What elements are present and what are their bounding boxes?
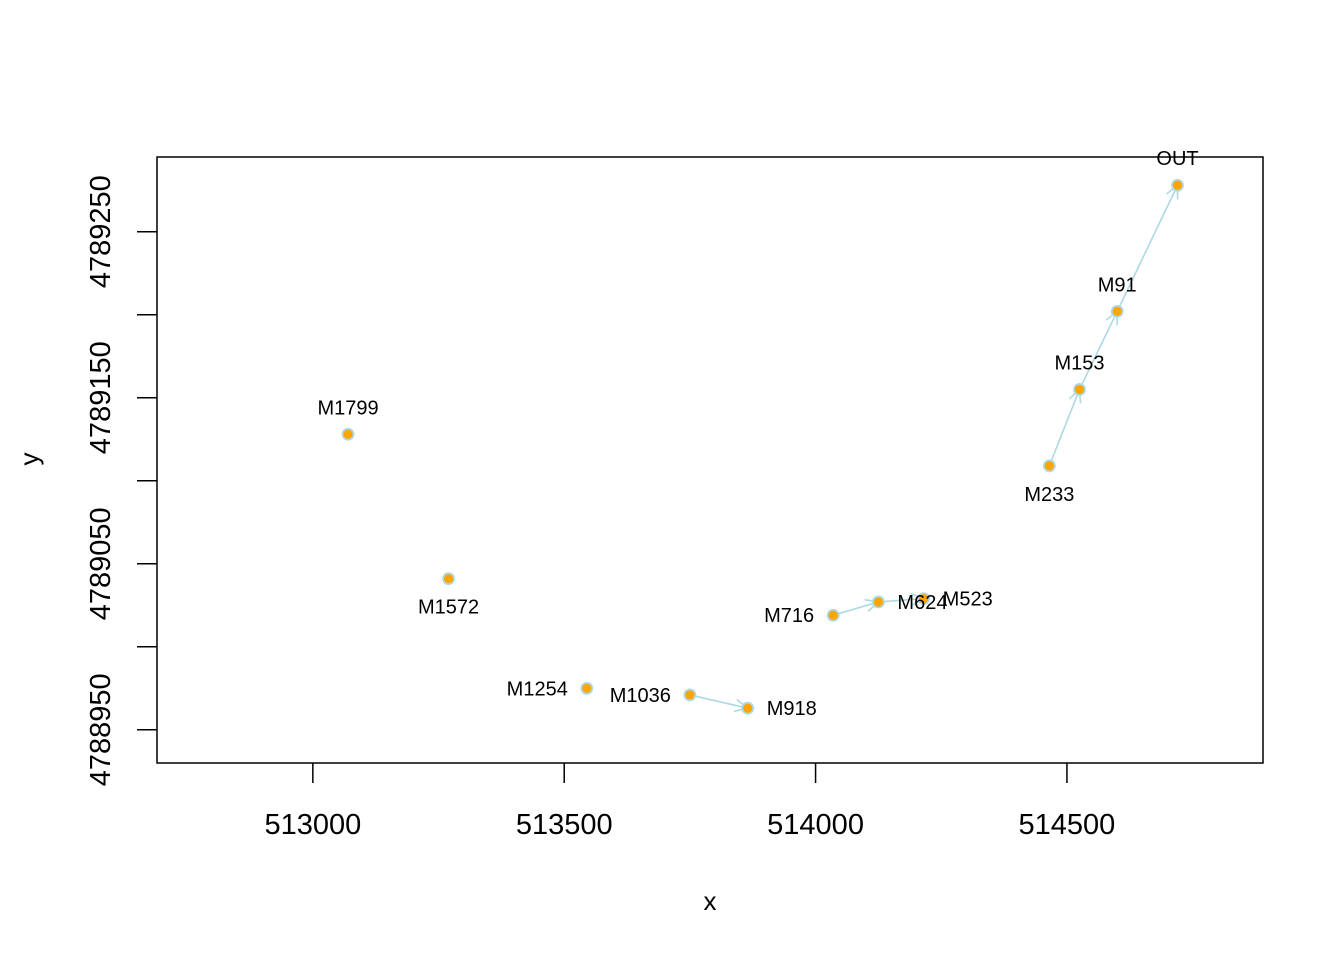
flow-arrow — [1078, 311, 1118, 390]
flow-arrow — [1116, 184, 1179, 312]
y-tick-label: 4789150 — [85, 341, 117, 454]
data-point — [1073, 383, 1086, 396]
point-label: M1572 — [418, 597, 479, 619]
x-tick-label: 513500 — [516, 809, 613, 841]
x-tick-label: 513000 — [264, 809, 361, 841]
flow-arrow — [878, 597, 924, 603]
y-tick-label: 4788950 — [85, 673, 117, 786]
point-label: M716 — [764, 605, 814, 627]
data-point — [1110, 305, 1124, 318]
point-label: M91 — [1098, 274, 1137, 296]
data-point — [917, 592, 931, 606]
y-axis-title: y — [14, 453, 44, 466]
y-tick-label: 4789050 — [85, 507, 117, 620]
data-point — [683, 688, 697, 702]
y-tick-label: 4789250 — [85, 175, 117, 288]
flow-arrow — [689, 694, 748, 709]
flow-arrows — [689, 183, 1179, 713]
data-point — [872, 595, 885, 609]
x-tick-label: 514000 — [767, 809, 864, 841]
data-point — [1171, 178, 1184, 192]
point-label: M1036 — [610, 685, 671, 707]
data-point — [341, 427, 355, 441]
data-point — [442, 572, 455, 586]
point-label: M153 — [1054, 352, 1104, 374]
y-axis: 4788950 4789050 4789150 4789250 — [85, 175, 157, 786]
point-label: M1254 — [507, 678, 568, 700]
flow-arrow — [1048, 389, 1081, 467]
x-axis: 513000 513500 514000 514500 — [264, 763, 1115, 841]
x-tick-label: 514500 — [1019, 809, 1116, 841]
point-label: M624 — [897, 592, 947, 614]
point-label: OUT — [1156, 148, 1198, 170]
x-axis-title: x — [704, 886, 717, 916]
data-points — [341, 178, 1184, 715]
point-label: M233 — [1024, 484, 1074, 506]
plot-frame — [156, 156, 1264, 764]
point-label: M918 — [767, 698, 817, 720]
point-label: M523 — [943, 589, 993, 611]
data-point — [1042, 459, 1056, 473]
data-point — [580, 681, 594, 695]
data-point — [741, 701, 755, 715]
point-label: M1799 — [317, 397, 378, 419]
flow-arrow — [832, 601, 879, 617]
data-point — [826, 608, 840, 622]
